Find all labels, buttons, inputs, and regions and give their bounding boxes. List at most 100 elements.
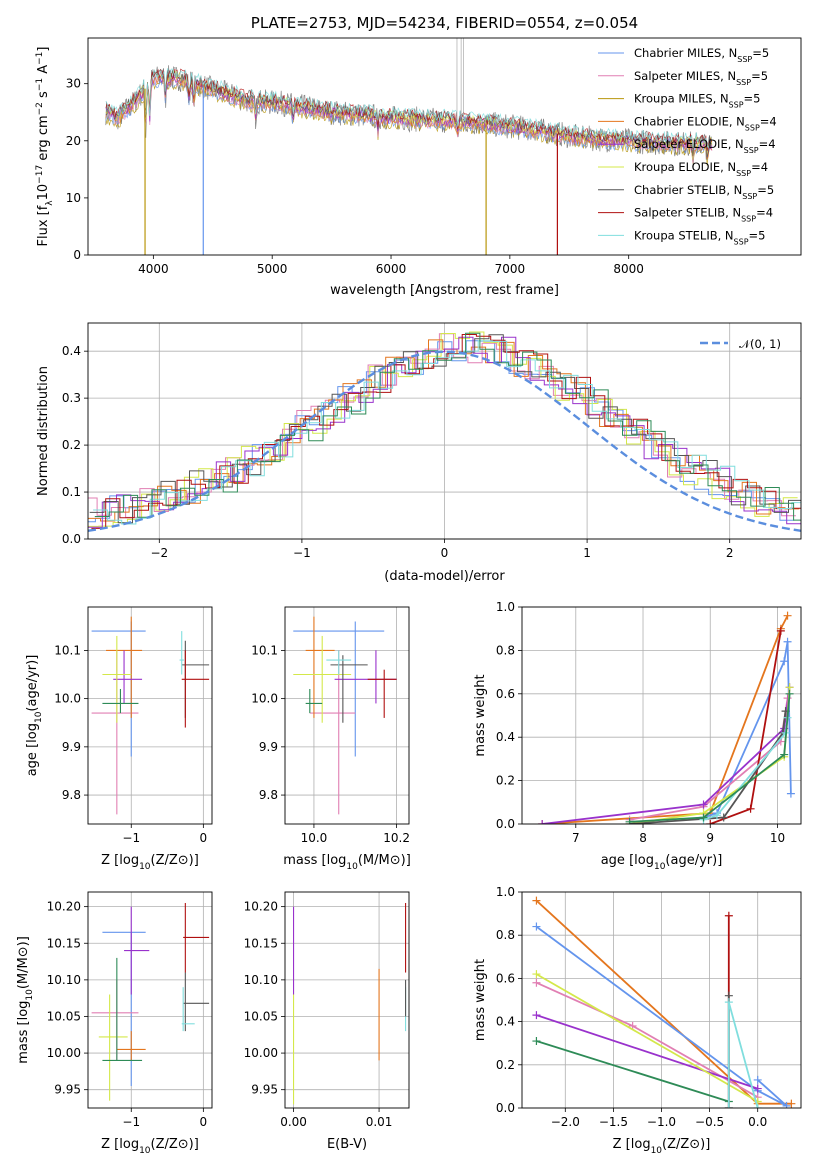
y-tick-label: 0.2 — [496, 774, 515, 788]
x-tick-label: 8000 — [613, 262, 644, 276]
weight-point — [724, 911, 733, 920]
x-axis-label-sub: 10 — [654, 862, 666, 872]
y-tick-label: 10.0 — [251, 692, 278, 706]
weight-point — [785, 689, 794, 698]
weight-series — [536, 981, 759, 1098]
x-tick-label: 8 — [639, 831, 647, 845]
y-axis-label-part: 10 — [36, 184, 51, 201]
weight-series — [535, 973, 759, 1103]
weight-series — [542, 615, 789, 824]
weight-point — [786, 789, 795, 798]
y-tick-label: 20 — [66, 134, 81, 148]
legend-entry-sub: SSP — [729, 100, 744, 109]
weight-series — [542, 687, 791, 824]
y-tick-label: 10.1 — [54, 643, 81, 657]
histogram-green — [94, 332, 801, 521]
y-tick-label: 10.20 — [244, 900, 278, 914]
y-axis-label-part: ] — [36, 47, 51, 52]
x-axis-label-tail: (Z/Z⊙)] — [662, 1137, 710, 1152]
y-axis-label-part: −1 — [35, 52, 45, 65]
x-tick-label: 7 — [572, 831, 580, 845]
y-tick-label: 0.2 — [496, 1058, 515, 1072]
legend-entry: Kroupa STELIB, NSSP=5 — [634, 228, 765, 246]
y-axis-label-part: Flux [f — [36, 205, 51, 246]
x-tick-label: −1.0 — [647, 1115, 676, 1129]
weight-point — [699, 813, 708, 822]
weight-point — [532, 970, 541, 979]
model-spectrum-chabrier-stelib — [105, 68, 713, 158]
weight-series — [536, 1040, 730, 1103]
axes-frame — [521, 891, 802, 1109]
y-axis-label: age [log10(age/yr)] — [25, 655, 44, 777]
weight-point — [787, 1099, 796, 1108]
legend-entry-sub: SSP — [736, 77, 751, 86]
x-axis-label-main: Z [log — [613, 1137, 651, 1152]
legend-entry-tail: =4 — [756, 206, 773, 220]
weight-point — [724, 998, 733, 1007]
weight-point — [724, 1104, 733, 1108]
legend-entry-sub: SSP — [737, 55, 752, 64]
histogram-plot — [88, 331, 801, 532]
legend-entry: Chabrier STELIB, NSSP=5 — [634, 183, 774, 201]
legend-entry-base: Kroupa STELIB, N — [634, 228, 734, 242]
weight-point — [532, 1037, 541, 1046]
model-spectrum-salpeter-stelib — [105, 68, 713, 151]
axes-frame — [87, 891, 213, 1109]
x-axis-label-tail: (Z/Z⊙)] — [151, 1137, 199, 1152]
x-tick-label: 0 — [200, 1115, 208, 1129]
y-axis-label-sub: 10 — [34, 711, 44, 723]
spectrum-plot — [105, 38, 713, 255]
y-axis-label-part: −2 — [35, 102, 45, 115]
y-tick-label: 0.8 — [496, 643, 515, 657]
weight-series — [535, 925, 788, 1107]
x-tick-label: 0 — [200, 831, 208, 845]
legend-entry-sub: SSP — [736, 169, 751, 178]
weight-point — [719, 813, 728, 822]
y-tick-label: 0.0 — [496, 1101, 515, 1115]
weight-point — [538, 820, 547, 824]
x-tick-label: −1.5 — [599, 1115, 628, 1129]
x-axis-label-sub: 10 — [346, 862, 358, 872]
y-axis-label-part: erg cm — [36, 115, 51, 164]
legend-entry: Kroupa MILES, NSSP=5 — [634, 92, 760, 110]
y-tick-label: 0.6 — [496, 971, 515, 985]
y-tick-label: 10.15 — [244, 936, 278, 950]
legend-entry: Salpeter MILES, NSSP=5 — [634, 69, 768, 87]
x-tick-label: 10 — [770, 831, 785, 845]
legend-entry: 𝒩(0, 1) — [739, 337, 781, 351]
legend-entry-tail: =5 — [749, 228, 766, 242]
y-tick-label: 10.20 — [47, 900, 81, 914]
legend-entry-sub: SSP — [741, 214, 756, 223]
errorbar-plot — [91, 902, 210, 1101]
errorbar-plot — [293, 902, 407, 1105]
y-tick-label: 10.10 — [244, 973, 278, 987]
weight-series — [709, 630, 782, 824]
legend-entry-base: Salpeter ELODIE, N — [634, 137, 744, 151]
y-tick-label: 0.3 — [62, 391, 81, 405]
model-spectrum-chabrier-elodie — [105, 74, 713, 160]
y-axis-label-part: s — [36, 91, 51, 102]
x-axis-label: (data-model)/error — [384, 569, 505, 584]
errorbar-plot — [91, 616, 210, 815]
x-tick-label: 1 — [583, 546, 591, 560]
y-tick-label: 0.2 — [62, 438, 81, 452]
y-tick-label: 9.9 — [259, 740, 278, 754]
y-axis-label: mass weight — [473, 959, 488, 1041]
x-tick-label: 0.00 — [280, 1115, 307, 1129]
x-tick-label: 2 — [726, 546, 734, 560]
weight-point — [780, 750, 789, 759]
weight-point — [532, 978, 541, 987]
weight-series — [727, 1001, 759, 1108]
x-axis-label-sub: 10 — [139, 862, 151, 872]
x-axis-label: age [log10(age/yr)] — [601, 853, 723, 872]
weight-series — [536, 1014, 758, 1090]
legend-entry-base: Kroupa ELODIE, N — [634, 160, 736, 174]
weight-series — [629, 693, 791, 823]
legend-entry-base: Salpeter MILES, N — [634, 69, 736, 83]
x-tick-label: 0.0 — [748, 1115, 767, 1129]
y-tick-label: 10.00 — [47, 1046, 81, 1060]
weight-point — [782, 1101, 791, 1108]
y-axis-label-tail: (age/yr)] — [25, 655, 40, 712]
x-tick-label: −1 — [293, 546, 311, 560]
